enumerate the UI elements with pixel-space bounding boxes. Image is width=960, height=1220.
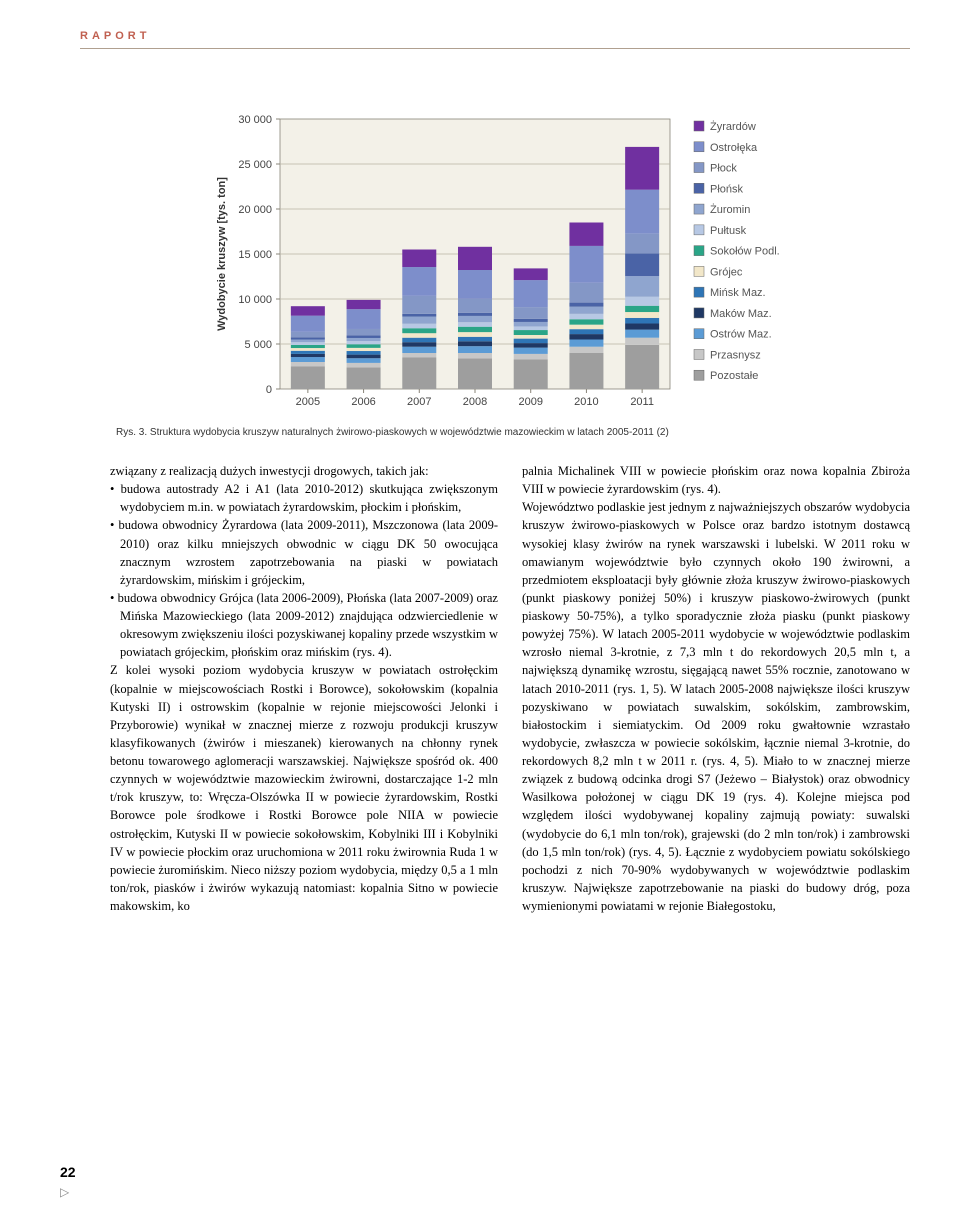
svg-text:Ostrołęka: Ostrołęka — [710, 142, 758, 154]
bullet-list: budowa autostrady A2 i A1 (lata 2010-201… — [110, 480, 498, 661]
svg-text:Żuromin: Żuromin — [710, 203, 750, 216]
svg-text:2008: 2008 — [463, 396, 487, 408]
bullet-item: budowa obwodnicy Żyrardowa (lata 2009-20… — [110, 516, 498, 589]
svg-text:2010: 2010 — [574, 396, 598, 408]
svg-text:Sokołów Podl.: Sokołów Podl. — [710, 246, 780, 258]
svg-text:Przasnysz: Przasnysz — [710, 349, 761, 361]
svg-text:Maków Maz.: Maków Maz. — [710, 308, 772, 320]
bullet-item: budowa autostrady A2 i A1 (lata 2010-201… — [110, 480, 498, 516]
intro-line: związany z realizacją dużych inwestycji … — [110, 462, 498, 480]
paragraph-2: palnia Michalinek VIII w powiecie płońsk… — [522, 462, 910, 498]
svg-text:5 000: 5 000 — [244, 339, 272, 351]
svg-text:2007: 2007 — [407, 396, 431, 408]
svg-text:Wydobycie kruszyw [tys. ton]: Wydobycie kruszyw [tys. ton] — [216, 177, 228, 331]
svg-text:2005: 2005 — [296, 396, 320, 408]
svg-text:25 000: 25 000 — [238, 159, 272, 171]
page-marker-icon: ▷ — [60, 1185, 69, 1200]
svg-text:2011: 2011 — [630, 396, 654, 408]
figure-caption: Rys. 3. Struktura wydobycia kruszyw natu… — [116, 427, 910, 438]
page-number: 22 — [60, 1164, 76, 1180]
paragraph-1: Z kolei wysoki poziom wydobycia kruszyw … — [110, 661, 498, 915]
svg-text:0: 0 — [266, 384, 272, 396]
stacked-bar-chart: 0 5 000 10 000 15 000 20 000 25 000 30 000 Wydo… — [190, 89, 830, 419]
section-label: RAPORT — [80, 30, 880, 42]
body-text: związany z realizacją dużych inwestycji … — [110, 462, 910, 915]
section-rule — [80, 48, 910, 49]
svg-text:Pułtusk: Pułtusk — [710, 225, 747, 237]
bullet-item: budowa obwodnicy Grójca (lata 2006-2009)… — [110, 589, 498, 662]
svg-text:15 000: 15 000 — [238, 249, 272, 261]
paragraph-3: Województwo podlaskie jest jednym z najw… — [522, 498, 910, 915]
svg-text:Grójec: Grójec — [710, 266, 743, 278]
svg-text:2009: 2009 — [518, 396, 542, 408]
svg-text:Mińsk Maz.: Mińsk Maz. — [710, 287, 766, 299]
svg-text:Żyrardów: Żyrardów — [710, 120, 756, 133]
svg-text:20 000: 20 000 — [238, 204, 272, 216]
svg-text:10 000: 10 000 — [238, 294, 272, 306]
svg-text:2006: 2006 — [351, 396, 375, 408]
svg-text:Płońsk: Płońsk — [710, 183, 744, 195]
svg-text:30 000: 30 000 — [238, 114, 272, 126]
svg-text:Płock: Płock — [710, 163, 737, 175]
svg-text:Pozostałe: Pozostałe — [710, 370, 758, 382]
svg-text:Ostrów Maz.: Ostrów Maz. — [710, 329, 772, 341]
chart-container: 0 5 000 10 000 15 000 20 000 25 000 30 000 Wydo… — [110, 89, 910, 419]
